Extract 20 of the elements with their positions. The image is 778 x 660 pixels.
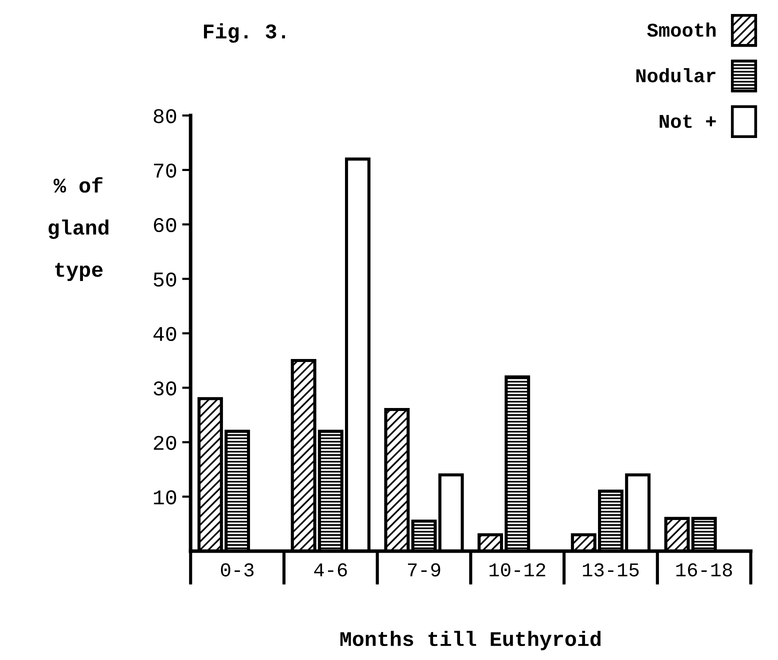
legend-label: Nodular	[636, 68, 716, 82]
x-axis-title: Months till Euthyroid	[340, 630, 601, 650]
y-tick-label: 10	[154, 490, 176, 504]
y-tick-label: 30	[154, 381, 176, 396]
y-tick-label: 20	[154, 436, 176, 450]
y-tick-label: 50	[154, 272, 176, 287]
x-tick-label: 4-6	[314, 563, 347, 576]
x-tick-label: 10-12	[490, 563, 546, 576]
y-tick-label: 80	[154, 109, 176, 124]
legend-label: Not +	[660, 114, 716, 128]
text: % of gland type	[48, 177, 108, 282]
legend-label: Smooth	[647, 22, 716, 37]
x-tick-label: 7-9	[408, 563, 440, 576]
y-tick-label: 60	[154, 218, 176, 232]
x-tick-label: 16-18	[676, 563, 732, 576]
x-tick-label: 0-3	[220, 563, 254, 576]
y-tick-label: 40	[153, 326, 176, 342]
chart-title: Fig. 3.	[204, 23, 286, 43]
x-tick-label: 13-15	[582, 563, 639, 576]
y-tick-label: 70	[154, 164, 176, 178]
